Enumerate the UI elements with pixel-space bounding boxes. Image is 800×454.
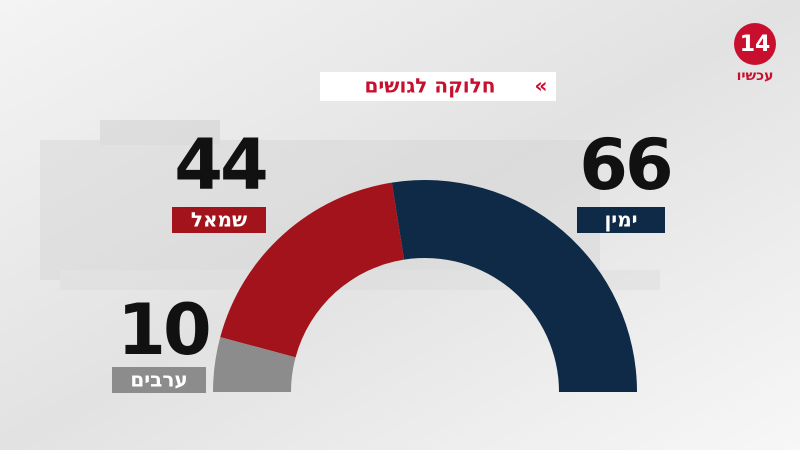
title-icon: « [535,74,548,98]
segment [391,180,637,392]
chart-title: חלוקה לגושים [364,74,495,98]
logo-circle [734,23,776,65]
logo-number: 14 [740,32,771,57]
title-box [320,72,556,101]
segment [213,337,296,392]
category-label: שמאל [191,208,247,232]
category-box [577,207,665,233]
value-label: 66 [579,124,670,206]
category-box [112,367,206,393]
category-label: ימין [604,208,637,232]
category-box [172,207,266,233]
segment [220,182,405,358]
value-label: 44 [174,124,266,206]
category-label: ערבים [130,368,187,392]
value-label: 10 [117,289,209,371]
logo-text: עכשיו [737,68,774,84]
